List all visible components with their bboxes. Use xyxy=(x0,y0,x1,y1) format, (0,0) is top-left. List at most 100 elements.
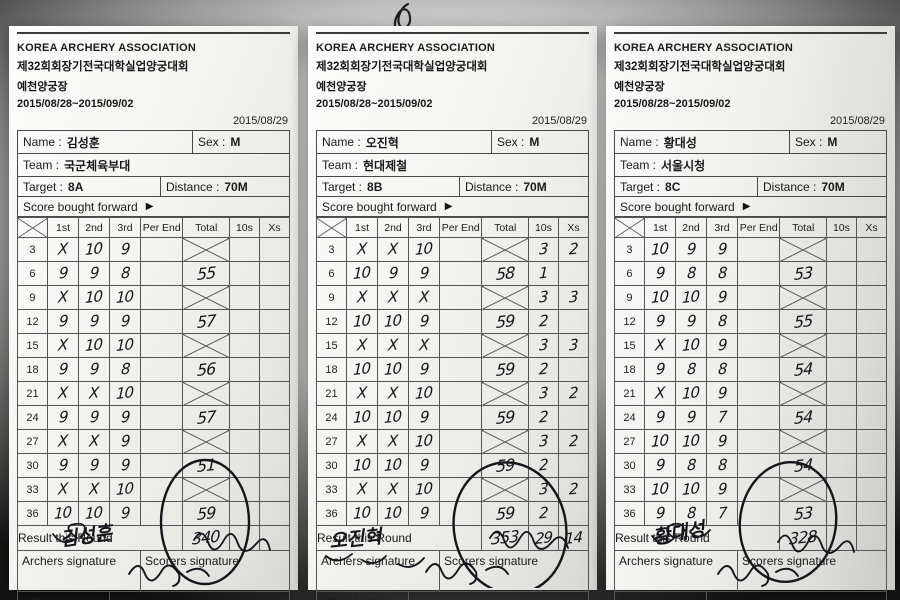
distance-cell: Distance : 70M xyxy=(758,177,886,196)
end-total-cell xyxy=(779,333,827,358)
end-number: 36 xyxy=(316,501,347,526)
column-header-total: Total xyxy=(779,217,827,238)
end-number: 27 xyxy=(17,429,48,454)
arrow-3-cell: 9 xyxy=(706,477,739,502)
per-end-cell xyxy=(140,237,184,262)
association-title: KOREA ARCHERY ASSOCIATION xyxy=(316,42,495,54)
arrow-1-cell: X xyxy=(46,285,80,310)
per-end-cell xyxy=(737,381,781,406)
arrow-2-cell: 9 xyxy=(77,309,111,334)
end-10s-cell xyxy=(825,309,857,334)
archer-sex: M xyxy=(230,135,241,149)
score-row-24: 24 9 9 7 54 xyxy=(614,405,888,430)
archer-info-table: Name : 김성훈 Sex : M Team : 국군체육부대 Target … xyxy=(17,130,290,217)
end-total-cell: 59 xyxy=(481,453,529,478)
arrow-2-cell: X xyxy=(77,381,111,406)
distance-cell: Distance : 70M xyxy=(460,177,588,196)
end-xs-cell xyxy=(258,405,291,430)
end-10s-cell xyxy=(825,357,857,382)
end-total-cell xyxy=(481,285,529,310)
session-date: 2015/08/29 xyxy=(232,115,288,127)
per-end-cell xyxy=(140,453,184,478)
end-xs-cell xyxy=(258,333,291,358)
archer-info-table: Name : 황대성 Sex : M Team : 서울시청 Target : … xyxy=(614,130,887,217)
arrow-2-cell: 10 xyxy=(674,477,708,502)
scoresheet-1: KOREA ARCHERY ASSOCIATION 제32회회장기전국대학실업양… xyxy=(9,26,298,600)
column-header-xs: Xs xyxy=(557,217,590,238)
per-end-cell xyxy=(439,357,483,382)
end-10s-cell xyxy=(825,285,857,310)
end-xs-cell xyxy=(557,453,590,478)
tournament-dates: 2015/08/28~2015/09/02 xyxy=(316,98,433,110)
archer-team: 국군체육부대 xyxy=(64,158,131,173)
sex-cell: Sex : M xyxy=(492,131,588,153)
end-number: 30 xyxy=(316,453,347,478)
end-10s-cell xyxy=(228,453,260,478)
arrow-1-cell: 9 xyxy=(46,405,80,430)
end-10s-cell xyxy=(228,357,260,382)
distance-cell: Distance : 70M xyxy=(161,177,289,196)
team-label: Team : xyxy=(23,158,60,172)
end-10s-cell: 3 xyxy=(527,477,559,502)
end-xs-cell: 3 xyxy=(557,333,590,358)
end-10s-cell: 3 xyxy=(527,285,559,310)
end-xs-cell: 2 xyxy=(557,429,590,454)
arrow-1-cell: 10 xyxy=(345,261,379,286)
end-total-cell: 55 xyxy=(182,261,230,286)
sex-cell: Sex : M xyxy=(193,131,289,153)
result-label: Result this Round xyxy=(315,525,483,551)
end-xs-cell xyxy=(855,405,888,430)
end-xs-cell xyxy=(258,477,291,502)
end-number: 24 xyxy=(316,405,347,430)
end-10s-cell: 3 xyxy=(527,333,559,358)
score-forward-label: Score bought forward xyxy=(620,199,735,214)
score-forward-cell: Score bought forward ▶ xyxy=(317,197,588,216)
arrow-2-cell: 10 xyxy=(77,237,111,262)
session-date: 2015/08/29 xyxy=(829,115,885,127)
official-notes-area xyxy=(408,591,589,600)
corner-diagonal-cell xyxy=(17,217,48,238)
arrow-1-cell: 10 xyxy=(643,429,677,454)
result-10s-cell: 29 xyxy=(527,525,559,551)
column-header-xs: Xs xyxy=(258,217,291,238)
score-row-6: 6 9 8 8 53 xyxy=(614,261,888,286)
score-row-27: 27 X X 9 xyxy=(17,429,291,454)
arrow-1-cell: 10 xyxy=(643,285,677,310)
end-xs-cell xyxy=(855,261,888,286)
arrow-right-icon: ▶ xyxy=(145,201,154,212)
end-xs-cell xyxy=(557,357,590,382)
signature-row: Archers signature Scorers signature xyxy=(315,550,589,592)
per-end-cell xyxy=(140,501,184,526)
arrow-1-cell: 9 xyxy=(46,453,80,478)
score-row-33: 33 X X 10 3 2 xyxy=(316,477,590,502)
per-end-cell xyxy=(737,333,781,358)
arrow-2-cell: 10 xyxy=(77,285,111,310)
result-total-cell: 328 xyxy=(779,525,827,551)
end-total-cell: 59 xyxy=(481,405,529,430)
per-end-cell xyxy=(140,477,184,502)
arrow-1-cell: 9 xyxy=(643,453,677,478)
arrow-3-cell: 9 xyxy=(408,453,441,478)
arrow-3-cell: 9 xyxy=(109,405,142,430)
arrow-3-cell: 10 xyxy=(109,333,142,358)
per-end-cell xyxy=(737,357,781,382)
score-forward-cell: Score bought forward ▶ xyxy=(18,197,289,216)
arrow-2-cell: 8 xyxy=(674,501,708,526)
end-number: 36 xyxy=(614,501,645,526)
end-total-cell: 59 xyxy=(481,309,529,334)
per-end-cell xyxy=(140,309,184,334)
arrow-2-cell: 9 xyxy=(77,261,111,286)
end-total-cell: 53 xyxy=(779,501,827,526)
end-number: 21 xyxy=(316,381,347,406)
result-label: Result this Round xyxy=(613,525,781,551)
score-row-18: 18 9 9 8 56 xyxy=(17,357,291,382)
column-header-10s: 10s xyxy=(228,217,260,238)
result-label: Result this Round xyxy=(16,525,184,551)
archer-team: 현대제철 xyxy=(363,158,408,173)
end-xs-cell xyxy=(258,429,291,454)
name-label: Name : xyxy=(620,135,659,149)
official-notes-area xyxy=(706,591,887,600)
arrow-1-cell: X xyxy=(643,333,677,358)
per-end-cell xyxy=(439,285,483,310)
end-total-cell xyxy=(779,237,827,262)
